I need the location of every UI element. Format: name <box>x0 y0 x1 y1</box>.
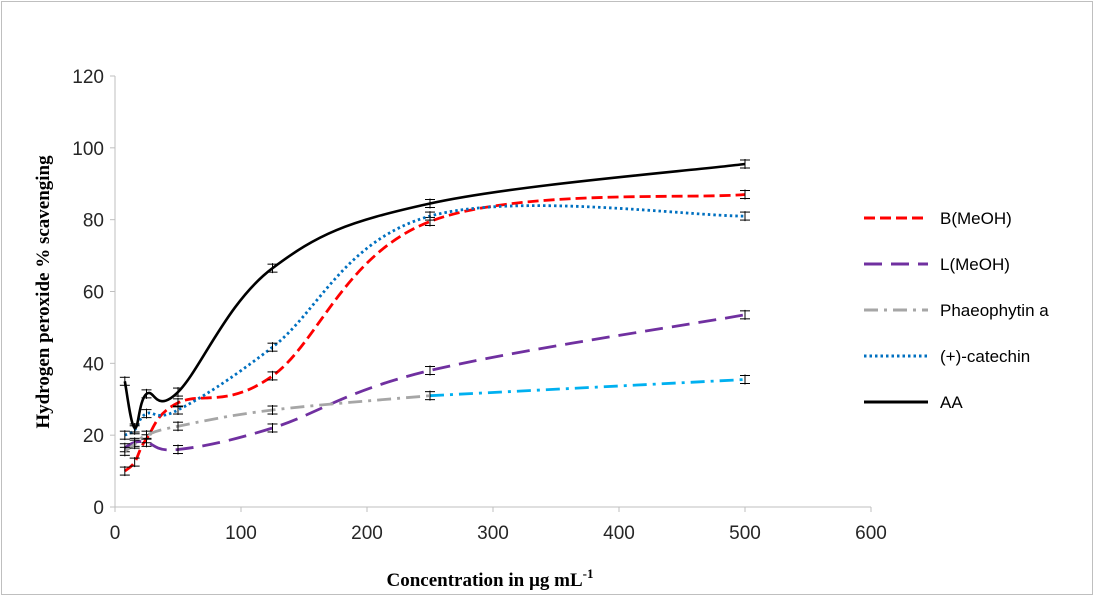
y-axis-title: Hydrogen peroxide % scavenging <box>33 155 54 429</box>
y-tick-label: 0 <box>93 498 104 519</box>
x-tick-label: 600 <box>855 523 887 544</box>
data-point <box>740 309 750 320</box>
data-point <box>267 263 278 274</box>
data-point <box>141 388 152 399</box>
y-tick-label: 80 <box>83 211 104 232</box>
data-point <box>141 408 152 419</box>
data-point <box>129 422 140 433</box>
legend-label: L(MeOH) <box>940 255 1010 274</box>
legend-label: B(MeOH) <box>940 209 1012 228</box>
x-tick-label: 0 <box>110 523 121 544</box>
data-point <box>267 342 278 353</box>
data-point <box>425 390 435 401</box>
legend-label: (+)-catechin <box>940 347 1030 366</box>
series-b-meoh <box>119 189 750 477</box>
y-tick-label: 60 <box>83 283 104 304</box>
data-point <box>267 405 278 416</box>
data-point <box>425 211 435 222</box>
data-point <box>425 198 435 209</box>
data-point <box>119 430 130 441</box>
x-axis-title-superscript: -1 <box>583 566 594 581</box>
data-point <box>173 405 183 416</box>
legend-item: (+)-catechin <box>864 347 1030 366</box>
series-catechin <box>119 204 750 441</box>
x-tick-label: 200 <box>351 523 383 544</box>
data-point <box>173 387 183 398</box>
data-point <box>129 439 140 450</box>
data-point <box>740 158 750 169</box>
data-point <box>119 446 130 457</box>
series-line <box>124 204 746 437</box>
legend-item: L(MeOH) <box>864 255 1010 274</box>
x-tick-label: 100 <box>225 523 257 544</box>
series-aa <box>119 158 750 433</box>
x-tick-label: 500 <box>729 523 761 544</box>
legend-item: AA <box>864 393 963 412</box>
series-phaeophytin-a <box>119 374 750 457</box>
series-line <box>123 193 746 473</box>
series-line <box>123 162 746 430</box>
data-point <box>740 211 750 222</box>
y-tick-label: 120 <box>72 67 104 88</box>
legend: B(MeOH) L(MeOH) Phaeophytin a (+)-catechin A… <box>864 209 1049 412</box>
legend-item: B(MeOH) <box>864 209 1012 228</box>
data-point <box>173 444 183 455</box>
data-point <box>141 430 152 441</box>
data-point <box>740 189 750 200</box>
legend-label: Phaeophytin a <box>940 301 1049 320</box>
series-line-segment <box>429 378 746 398</box>
y-tick-label: 40 <box>83 354 104 375</box>
data-point <box>119 376 130 387</box>
y-tick-label: 20 <box>83 426 104 447</box>
axes: 0 20 40 60 80 100 120 0 100 200 300 400 500 600 <box>72 67 887 544</box>
series-l-meoh <box>119 309 750 455</box>
x-axis-title: Concentration in µg mL-1 <box>386 566 593 591</box>
x-tick-label: 400 <box>603 523 635 544</box>
data-point <box>425 365 435 376</box>
data-point <box>119 466 130 477</box>
series-layer <box>119 158 750 477</box>
legend-label: AA <box>940 393 963 412</box>
x-tick-label: 300 <box>477 523 509 544</box>
y-tick-label: 100 <box>72 139 104 160</box>
data-point <box>740 374 750 385</box>
data-point <box>267 370 278 381</box>
x-axis-title-main: Concentration in µg mL <box>386 570 582 591</box>
legend-item: Phaeophytin a <box>864 301 1049 320</box>
data-point <box>173 421 183 432</box>
data-point <box>129 457 140 468</box>
series-line <box>124 313 746 452</box>
data-point <box>267 422 278 433</box>
